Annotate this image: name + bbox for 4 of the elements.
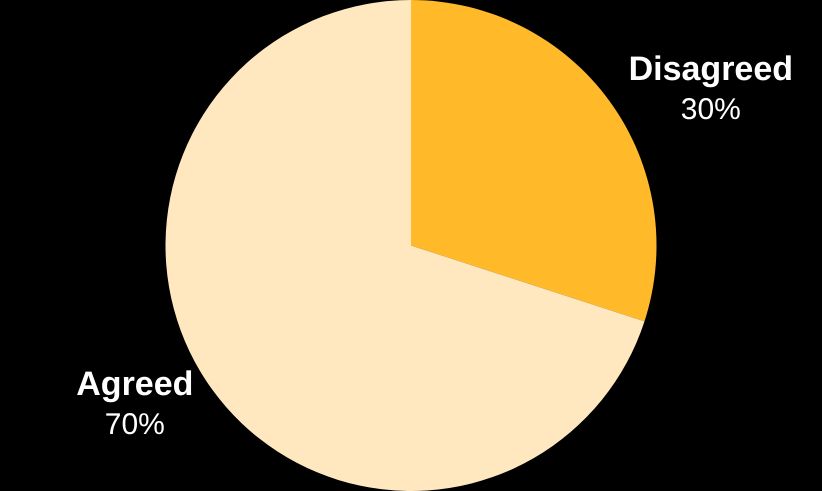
data-label: 30% — [680, 93, 741, 126]
slice-label: Disagreed — [628, 50, 794, 88]
data-label: 70% — [104, 408, 165, 441]
slice-label: Agreed — [76, 364, 194, 403]
